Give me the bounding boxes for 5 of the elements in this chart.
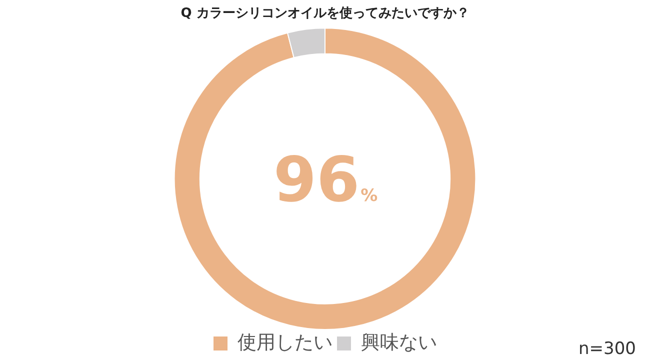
text: n=300	[578, 339, 636, 359]
legend-label: 使用したい	[238, 331, 332, 354]
chart-title: Q カラーシリコンオイルを使ってみたいですか？	[180, 6, 470, 22]
legend-label: 興味ない	[361, 331, 437, 354]
data-label: 96%	[273, 142, 378, 216]
